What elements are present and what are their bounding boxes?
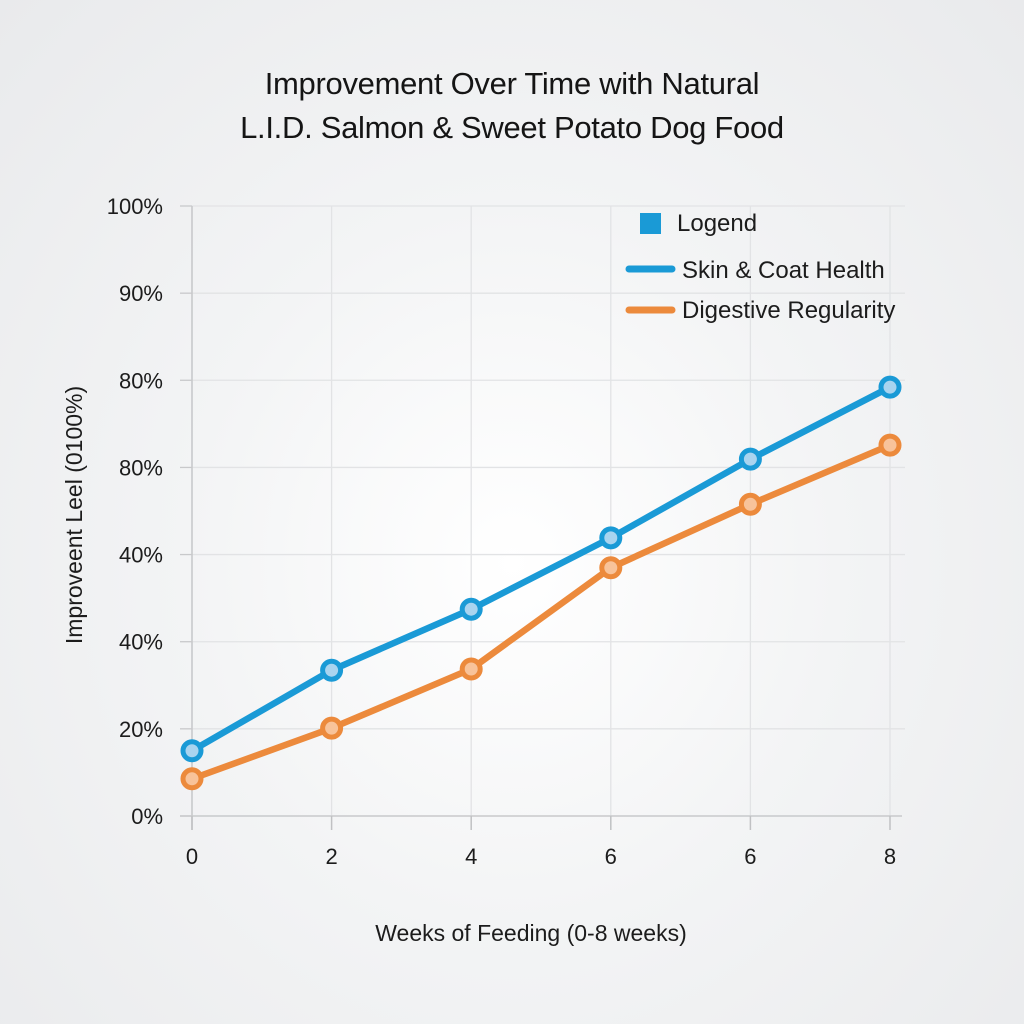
y-tick-label: 80%	[119, 455, 163, 480]
x-axis-ticks: 0 2 4 6 6 8	[186, 816, 896, 869]
series-layer	[180, 375, 902, 791]
legend-label-skin-coat: Skin & Coat Health	[682, 257, 885, 284]
data-point-digestive-regularity	[599, 556, 623, 580]
legend: Logend Skin & Coat Health Digestive Regu…	[625, 210, 895, 324]
x-tick-label: 2	[325, 844, 337, 869]
y-axis-title: Improveent Leel (0100%)	[61, 386, 87, 644]
data-point-digestive-regularity	[459, 657, 483, 681]
data-point-digestive-regularity	[180, 767, 204, 791]
y-tick-label: 20%	[119, 717, 163, 742]
data-point-skin-coat-health	[459, 597, 483, 621]
legend-title: Logend	[677, 210, 757, 237]
series-skin-coat-health	[180, 375, 902, 763]
y-tick-label: 80%	[119, 368, 163, 393]
y-axis-ticks: 0% 20% 40% 40% 80% 80% 90% 100%	[107, 194, 192, 829]
y-tick-label: 40%	[119, 543, 163, 568]
legend-label-digestive: Digestive Regularity	[682, 297, 895, 324]
data-point-skin-coat-health	[878, 375, 902, 399]
legend-title-marker	[640, 213, 661, 234]
data-point-digestive-regularity	[878, 433, 902, 457]
data-point-skin-coat-health	[180, 739, 204, 763]
chart-title-line-1: Improvement Over Time with Natural	[264, 66, 760, 101]
data-point-digestive-regularity	[738, 492, 762, 516]
data-point-skin-coat-health	[320, 658, 344, 682]
series-line-digestive-regularity	[188, 441, 894, 783]
chart-title-line-2: L.I.D. Salmon & Sweet Potato Dog Food	[240, 110, 784, 145]
data-point-skin-coat-health	[738, 447, 762, 471]
data-point-skin-coat-health	[599, 526, 623, 550]
x-tick-label: 0	[186, 844, 198, 869]
series-digestive-regularity	[180, 433, 902, 791]
y-tick-label: 0%	[131, 804, 163, 829]
y-tick-label: 100%	[107, 194, 163, 219]
series-line-skin-coat-health	[188, 383, 894, 754]
chart-title: Improvement Over Time with Natural L.I.D…	[0, 62, 1024, 150]
x-axis-title: Weeks of Feeding (0-8 weeks)	[375, 920, 687, 946]
x-tick-label: 4	[465, 844, 477, 869]
x-tick-label: 6	[744, 844, 756, 869]
y-tick-label: 40%	[119, 630, 163, 655]
x-tick-label: 6	[605, 844, 617, 869]
data-point-digestive-regularity	[320, 716, 344, 740]
y-tick-label: 90%	[119, 281, 163, 306]
x-tick-label: 8	[884, 844, 896, 869]
axes	[180, 206, 902, 830]
